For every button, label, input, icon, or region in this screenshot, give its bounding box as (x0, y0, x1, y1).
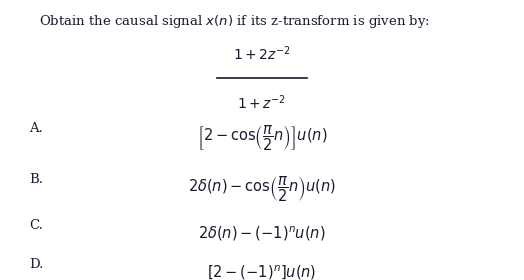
Text: B.: B. (29, 173, 43, 186)
Text: Obtain the causal signal $x(n)$ if its z-transform is given by:: Obtain the causal signal $x(n)$ if its z… (39, 13, 430, 30)
Text: $[2-(-1)^{n}]u(n)$: $[2-(-1)^{n}]u(n)$ (208, 264, 316, 280)
Text: D.: D. (29, 258, 43, 271)
Text: $2\delta(n) - \cos\!\left(\dfrac{\pi}{2}n\right)u(n)$: $2\delta(n) - \cos\!\left(\dfrac{\pi}{2}… (188, 174, 336, 204)
Text: $1+z^{-2}$: $1+z^{-2}$ (237, 94, 287, 112)
Text: $\left[2 - \cos\!\left(\dfrac{\pi}{2}n\right)\right]u(n)$: $\left[2 - \cos\!\left(\dfrac{\pi}{2}n\r… (197, 124, 327, 153)
Text: A.: A. (29, 122, 42, 135)
Text: C.: C. (29, 219, 42, 232)
Text: $1 + 2z^{-2}$: $1 + 2z^{-2}$ (233, 45, 291, 63)
Text: $2\delta(n) - (-1)^{n}u(n)$: $2\delta(n) - (-1)^{n}u(n)$ (198, 225, 326, 243)
